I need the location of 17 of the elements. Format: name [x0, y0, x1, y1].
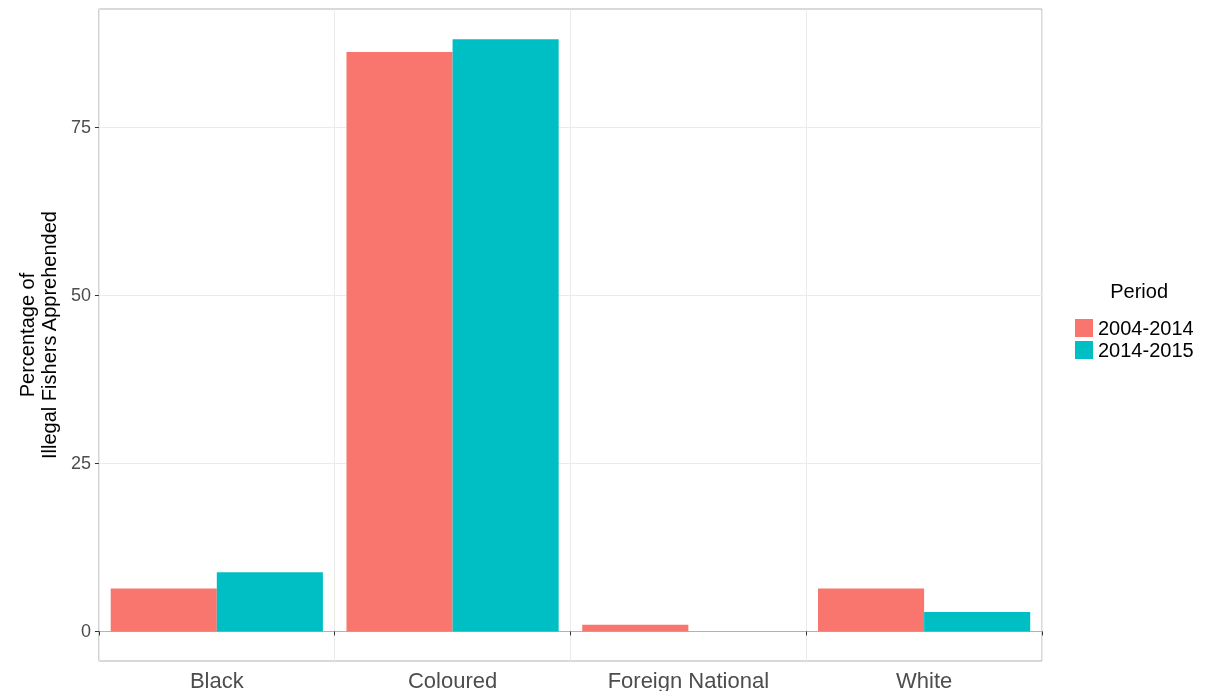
legend-label: 2014-2015: [1098, 339, 1194, 361]
legend-label: 2004-2014: [1098, 317, 1194, 339]
bar: [452, 39, 559, 632]
y-tick-label: 50: [70, 285, 91, 306]
bar: [216, 572, 323, 632]
x-tick-label: Black: [189, 667, 245, 693]
bar: [346, 52, 453, 632]
y-tick-label: 75: [70, 117, 91, 138]
legend-title: Period: [1110, 280, 1168, 302]
x-tick-label: White: [895, 667, 953, 693]
bar: [110, 588, 217, 632]
x-tick-label: Coloured: [407, 667, 498, 693]
bar: [924, 611, 1031, 632]
y-tick-label: 25: [70, 453, 91, 474]
y-tick-label: 0: [80, 621, 91, 642]
bar: [818, 588, 925, 632]
y-axis-title: Percentage of Illegal Fishers Apprehended: [16, 211, 60, 459]
